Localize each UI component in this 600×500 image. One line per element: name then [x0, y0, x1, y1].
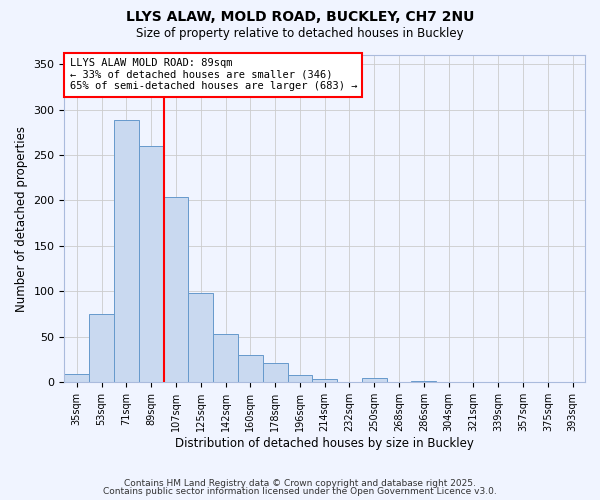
Text: Contains HM Land Registry data © Crown copyright and database right 2025.: Contains HM Land Registry data © Crown c… — [124, 478, 476, 488]
Bar — [164, 197, 188, 382]
Bar — [64, 374, 89, 382]
Bar — [313, 378, 337, 382]
Y-axis label: Number of detached properties: Number of detached properties — [15, 126, 28, 312]
Bar — [213, 334, 238, 382]
Bar — [114, 120, 139, 382]
Text: Contains public sector information licensed under the Open Government Licence v3: Contains public sector information licen… — [103, 487, 497, 496]
Bar — [238, 355, 263, 382]
Bar — [263, 364, 287, 382]
Bar — [362, 378, 386, 382]
Text: Size of property relative to detached houses in Buckley: Size of property relative to detached ho… — [136, 28, 464, 40]
Bar — [139, 146, 164, 382]
Text: LLYS ALAW MOLD ROAD: 89sqm
← 33% of detached houses are smaller (346)
65% of sem: LLYS ALAW MOLD ROAD: 89sqm ← 33% of deta… — [70, 58, 357, 92]
Bar — [89, 314, 114, 382]
X-axis label: Distribution of detached houses by size in Buckley: Distribution of detached houses by size … — [175, 437, 474, 450]
Text: LLYS ALAW, MOLD ROAD, BUCKLEY, CH7 2NU: LLYS ALAW, MOLD ROAD, BUCKLEY, CH7 2NU — [126, 10, 474, 24]
Bar — [287, 375, 313, 382]
Bar — [188, 293, 213, 382]
